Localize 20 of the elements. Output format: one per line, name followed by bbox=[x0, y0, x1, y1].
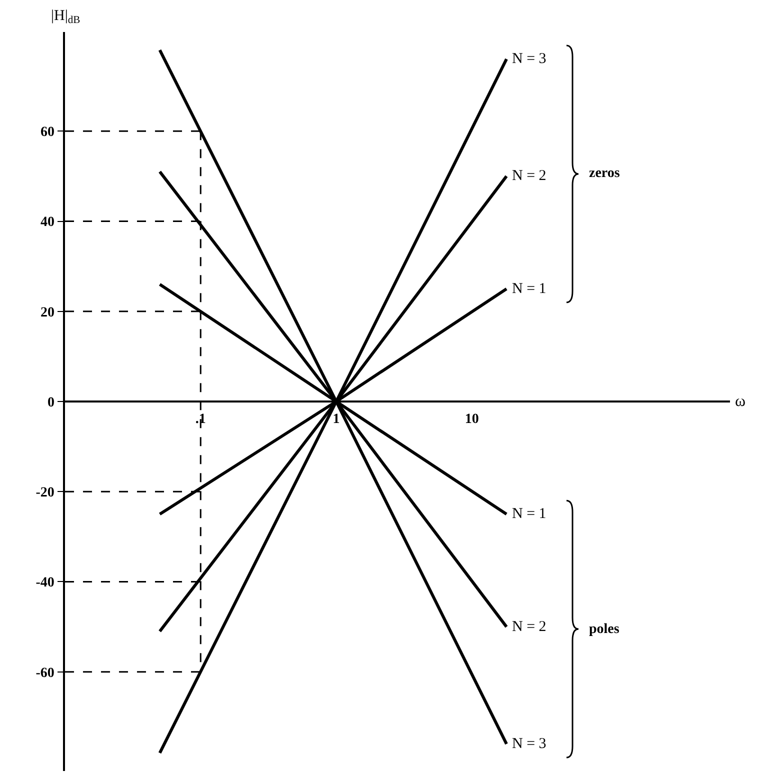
y-tick-label: 60 bbox=[40, 125, 54, 140]
y-axis-title: |H|$_{dB}$ bbox=[51, 8, 80, 26]
series-label: N = 1 bbox=[512, 281, 546, 297]
series-label: N = 2 bbox=[512, 168, 546, 184]
series-label: N = 2 bbox=[512, 619, 546, 635]
series-label: N = 3 bbox=[512, 51, 546, 67]
annotation: poles bbox=[589, 622, 620, 637]
y-tick-label: 0 bbox=[47, 395, 54, 410]
series-label: N = 3 bbox=[512, 736, 546, 752]
x-tick-label: 10 bbox=[464, 412, 479, 428]
x-tick-label: .1 bbox=[195, 412, 206, 428]
series-label: N = 1 bbox=[512, 506, 546, 522]
y-tick-label: -40 bbox=[36, 576, 54, 591]
x-tick-label: 1 bbox=[332, 412, 340, 428]
x-axis-title: ω bbox=[735, 393, 746, 410]
y-tick-label: 40 bbox=[40, 215, 54, 230]
y-tick-label: -20 bbox=[36, 486, 54, 501]
y-tick-label: 20 bbox=[40, 305, 54, 320]
y-tick-label: -60 bbox=[36, 666, 54, 681]
annotation: zeros bbox=[589, 166, 620, 181]
